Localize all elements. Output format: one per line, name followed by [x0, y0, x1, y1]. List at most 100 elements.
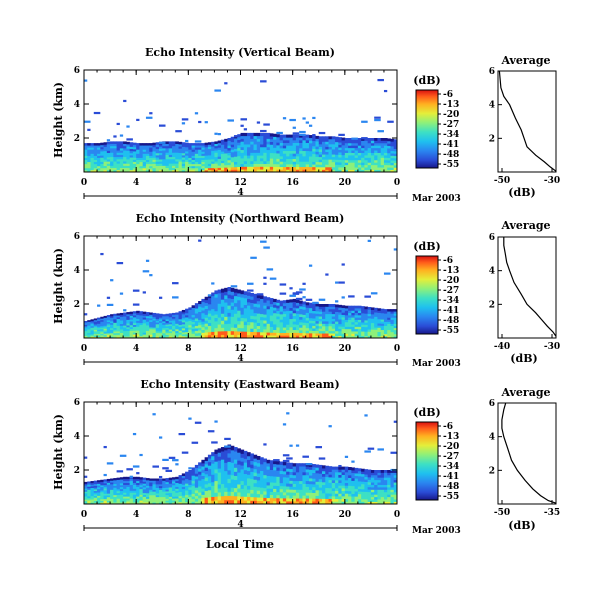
- heat-cell: [211, 154, 215, 158]
- heat-cell: [243, 496, 248, 501]
- heat-cell: [178, 481, 183, 484]
- heat-cell: [370, 331, 375, 335]
- heat-cell: [142, 494, 147, 497]
- heat-cell: [175, 147, 179, 151]
- heat-cell: [250, 334, 254, 339]
- heat-cell: [361, 481, 365, 485]
- heat-cell: [194, 112, 199, 115]
- heat-cell: [282, 302, 287, 306]
- heat-cell: [341, 330, 346, 334]
- heat-cell: [106, 484, 111, 487]
- heat-cell: [181, 315, 186, 319]
- heat-cell: [230, 291, 235, 296]
- heat-cell: [230, 466, 235, 472]
- heat-cell: [338, 307, 342, 310]
- heat-cell: [263, 158, 267, 162]
- heat-cell: [302, 117, 306, 120]
- heat-cell: [152, 413, 156, 416]
- heat-cell: [172, 167, 176, 171]
- heat-cell: [305, 147, 310, 152]
- heat-cell: [260, 155, 264, 159]
- heat-cell: [266, 146, 271, 151]
- heat-cell: [367, 311, 372, 315]
- heat-cell: [113, 135, 117, 138]
- heat-cell: [217, 306, 222, 311]
- heat-cell: [370, 152, 375, 156]
- heat-cell: [132, 334, 137, 337]
- heat-cell: [100, 318, 104, 321]
- heat-cell: [331, 138, 336, 142]
- heat-cell: [155, 336, 160, 339]
- heat-cell: [331, 166, 336, 170]
- heat-cell: [207, 165, 212, 169]
- heat-cell: [302, 332, 307, 336]
- heat-cell: [256, 493, 261, 498]
- heat-cell: [387, 120, 394, 123]
- heat-cell: [377, 167, 382, 170]
- heat-cell: [90, 163, 95, 167]
- heat-cell: [295, 155, 300, 160]
- heat-cell: [103, 317, 108, 320]
- heat-cell: [185, 497, 189, 500]
- heat-cell: [279, 335, 284, 339]
- heat-cell: [260, 473, 264, 478]
- heat-cell: [191, 441, 199, 444]
- heat-cell: [276, 131, 283, 135]
- heat-cell: [168, 167, 173, 171]
- heat-cell: [302, 139, 307, 144]
- heat-cell: [185, 478, 189, 482]
- heat-cell: [178, 318, 183, 322]
- heat-cell: [165, 141, 170, 144]
- heat-cell: [299, 335, 303, 339]
- heat-cell: [158, 489, 163, 492]
- heat-cell: [305, 483, 310, 487]
- heat-cell: [145, 321, 150, 324]
- heat-cell: [247, 470, 251, 475]
- heat-cell: [299, 469, 303, 473]
- heat-cell: [243, 138, 248, 142]
- heat-cell: [158, 498, 163, 501]
- heat-cell: [302, 489, 307, 493]
- heat-cell: [87, 169, 91, 173]
- heat-cell: [374, 335, 378, 339]
- heat-cell: [289, 307, 294, 311]
- heat-cell: [123, 316, 127, 319]
- heat-cell: [149, 274, 153, 277]
- heat-cell: [214, 317, 219, 322]
- heat-cell: [84, 330, 88, 333]
- heat-cell: [269, 329, 274, 333]
- heat-cell: [207, 142, 212, 145]
- heat-cell: [282, 476, 287, 481]
- heat-cell: [172, 169, 176, 173]
- heat-cell: [106, 329, 111, 332]
- heat-cell: [292, 471, 297, 476]
- heat-cell: [253, 312, 258, 317]
- heat-cell: [338, 493, 342, 497]
- heat-cell: [119, 334, 124, 337]
- heat-cell: [237, 163, 241, 167]
- heat-cell: [338, 164, 342, 168]
- heat-cell: [90, 324, 95, 327]
- heat-cell: [136, 498, 140, 501]
- heat-cell: [211, 305, 215, 310]
- heat-cell: [87, 322, 91, 325]
- heat-cell: [341, 169, 346, 173]
- heat-cell: [188, 155, 192, 158]
- heat-cell: [387, 162, 391, 166]
- heat-cell: [185, 157, 189, 160]
- heat-cell: [139, 151, 144, 154]
- heat-cell: [168, 502, 173, 505]
- heat-cell: [253, 334, 258, 339]
- heat-cell: [390, 484, 395, 488]
- heat-cell: [142, 291, 146, 294]
- heat-cell: [318, 166, 323, 170]
- heat-cell: [139, 161, 144, 165]
- heat-cell: [263, 138, 267, 142]
- heat-cell: [351, 324, 356, 327]
- heat-cell: [273, 321, 277, 325]
- heat-cell: [380, 474, 385, 478]
- heat-cell: [155, 318, 160, 321]
- heat-cell: [110, 161, 114, 164]
- heat-cell: [292, 324, 297, 328]
